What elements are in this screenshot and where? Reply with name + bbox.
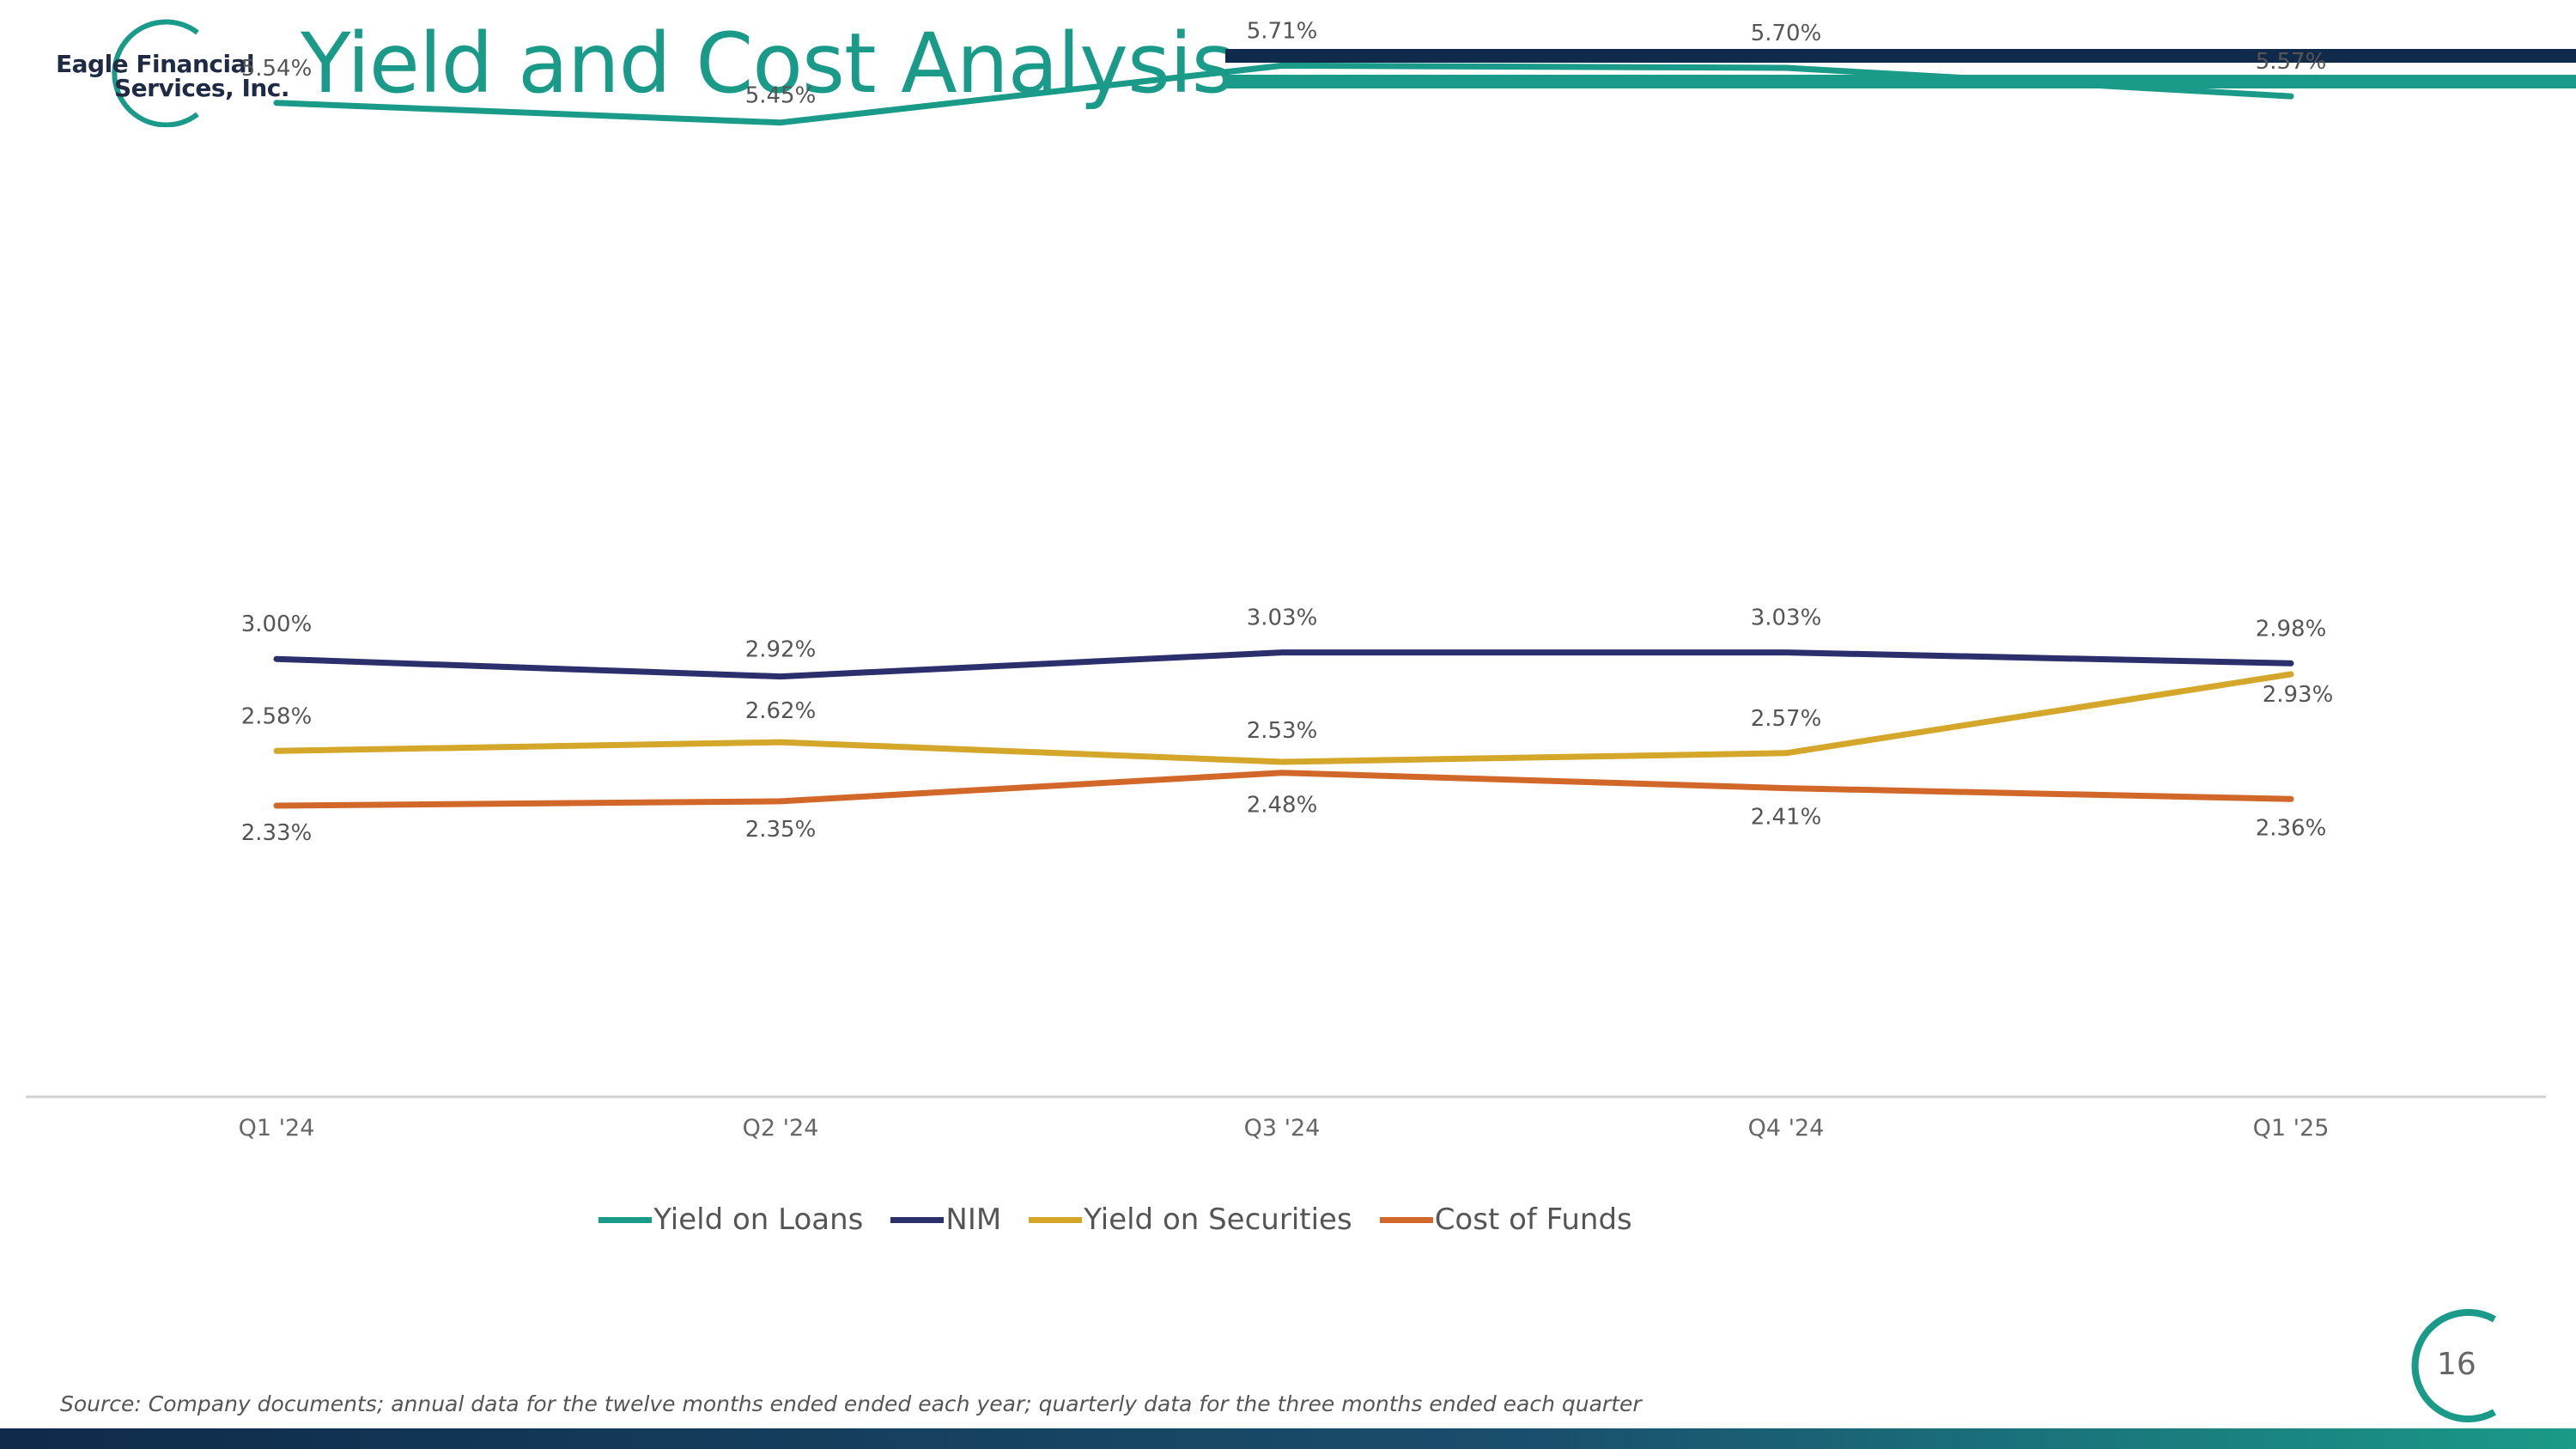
legend-label: Cost of Funds — [1434, 1202, 1632, 1237]
legend-label: Yield on Loans — [653, 1202, 864, 1237]
data-label: 2.36% — [2256, 815, 2327, 841]
x-tick-label: Q1 '24 — [239, 1115, 315, 1142]
data-label: 2.53% — [1247, 718, 1318, 744]
data-label: 5.45% — [745, 83, 817, 109]
logo-line-2: Services, Inc. — [114, 74, 290, 102]
x-tick-label: Q3 '24 — [1244, 1115, 1321, 1142]
page-badge-arc-icon — [2411, 1309, 2496, 1422]
x-tick-label: Q4 '24 — [1748, 1115, 1825, 1142]
data-label: 2.48% — [1247, 793, 1318, 819]
data-label: 2.57% — [1751, 706, 1822, 732]
page-number: 16 — [2437, 1347, 2476, 1382]
legend-item: Yield on Loans — [598, 1202, 863, 1237]
footer-bar — [0, 1428, 2576, 1449]
series-line — [273, 671, 2294, 765]
page-title: Yield and Cost Analysis — [301, 15, 1235, 112]
legend-swatch — [890, 1216, 945, 1223]
data-label: 2.41% — [1751, 805, 1822, 831]
legend-item: Yield on Securities — [1029, 1202, 1352, 1237]
series-line — [273, 770, 2294, 809]
legend-swatch — [1379, 1216, 1433, 1223]
data-label: 2.62% — [745, 698, 817, 724]
data-label: 3.00% — [241, 612, 313, 637]
legend-label: Yield on Securities — [1084, 1202, 1352, 1237]
x-tick-label: Q1 '25 — [2253, 1115, 2330, 1142]
data-label: 2.93% — [2263, 682, 2334, 708]
data-label: 5.54% — [241, 56, 313, 82]
legend-item: Cost of Funds — [1379, 1202, 1632, 1237]
company-logo: Eagle Financial Services, Inc. — [47, 15, 290, 127]
data-label: 3.03% — [1247, 606, 1318, 631]
source-note: Source: Company documents; annual data f… — [60, 1391, 1642, 1416]
series-line — [273, 62, 2294, 126]
data-label: 2.58% — [241, 703, 313, 729]
header-rule-navy — [1225, 49, 2576, 63]
logo-arc-icon — [112, 19, 199, 127]
chart-legend: Yield on Loans NIM Yield on Securities Cost… — [0, 1198, 2576, 1241]
data-label: 2.33% — [241, 820, 313, 846]
data-label: 2.35% — [745, 817, 817, 843]
data-label: 5.70% — [1751, 21, 1822, 46]
data-label: 2.92% — [745, 637, 817, 663]
data-label: 5.71% — [1247, 18, 1318, 44]
data-label: 3.03% — [1751, 606, 1822, 631]
x-tick-label: Q2 '24 — [743, 1115, 819, 1142]
series-line — [273, 649, 2294, 680]
header-rule-teal — [1225, 75, 2576, 88]
data-label: 5.57% — [2256, 49, 2327, 75]
legend-swatch — [598, 1216, 653, 1223]
legend-label: NIM — [945, 1202, 1002, 1237]
legend-swatch — [1029, 1216, 1083, 1223]
legend-item: NIM — [890, 1202, 1001, 1237]
logo-line-1: Eagle Financial — [56, 50, 255, 78]
data-label: 2.98% — [2256, 616, 2327, 642]
